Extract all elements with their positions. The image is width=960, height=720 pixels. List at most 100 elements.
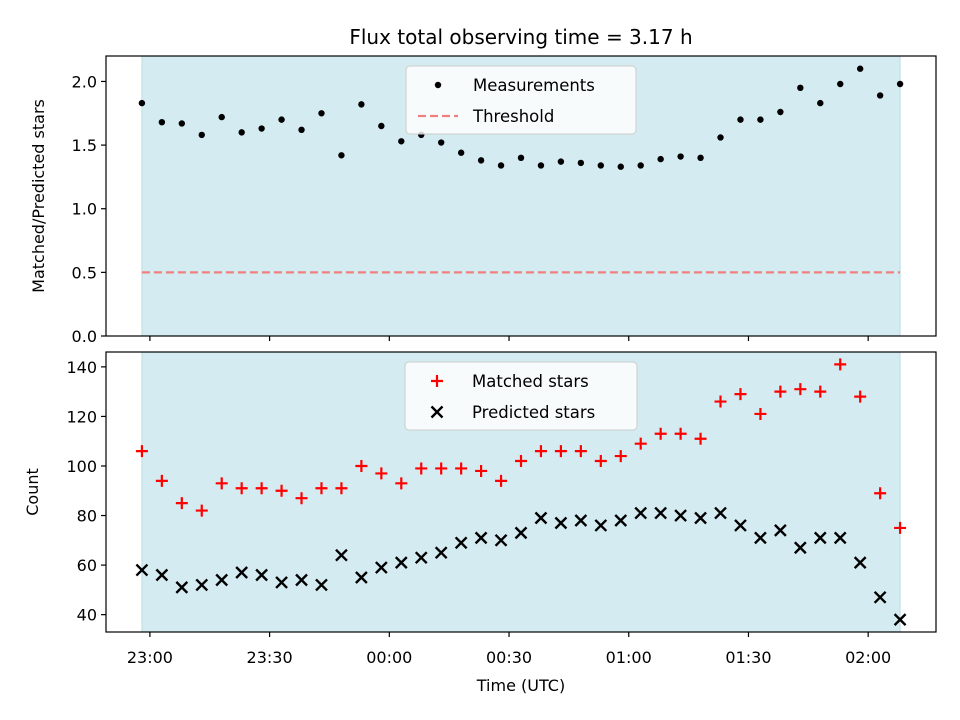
data-point	[335, 548, 348, 562]
data-point	[475, 464, 488, 477]
legend-label: Predicted stars	[472, 403, 595, 422]
legend-label: Measurements	[473, 76, 595, 95]
data-point	[614, 450, 627, 463]
legend-label: Matched stars	[472, 372, 589, 391]
series-measurements	[138, 65, 904, 170]
data-point	[195, 504, 208, 517]
legend-label: Threshold	[472, 107, 554, 126]
data-point	[135, 445, 148, 458]
data-point	[415, 462, 428, 475]
y-tick-label: 40	[77, 606, 97, 625]
data-point	[434, 546, 448, 560]
data-point	[255, 568, 268, 582]
data-point	[694, 511, 707, 525]
data-point	[876, 92, 884, 99]
data-point	[138, 99, 146, 107]
data-point	[677, 153, 684, 160]
data-point	[275, 484, 288, 497]
data-point	[395, 477, 408, 490]
data-point	[135, 563, 149, 577]
y-axis-label: Count	[23, 468, 42, 516]
data-point	[514, 526, 528, 540]
data-point	[278, 116, 285, 123]
data-point	[734, 519, 747, 532]
count-panel: 40 60 80 100 120 140 23:00 23:30 00:00 00:30 01:00…	[23, 351, 937, 667]
data-point	[856, 65, 864, 72]
data-point	[494, 533, 508, 547]
data-point	[813, 531, 827, 545]
data-point	[734, 388, 747, 401]
data-point	[195, 578, 209, 592]
data-point	[295, 573, 308, 587]
data-point	[414, 551, 428, 565]
data-point	[597, 162, 605, 169]
y-tick-label: 1.0	[72, 200, 97, 219]
data-point	[175, 581, 189, 594]
chart-title: Flux total observing time = 3.17 h	[349, 25, 692, 49]
data-point	[754, 407, 767, 420]
data-point	[657, 155, 664, 163]
data-point	[235, 482, 248, 495]
data-point	[793, 541, 807, 555]
data-point	[714, 506, 727, 520]
data-point	[594, 519, 608, 532]
data-point	[275, 576, 288, 589]
data-point	[873, 590, 887, 604]
data-point	[674, 427, 687, 440]
x-tick-label: 01:00	[606, 648, 652, 667]
y-tick-label: 0.0	[72, 327, 97, 346]
data-point	[258, 125, 265, 132]
legend-swatch	[431, 375, 443, 387]
data-point	[298, 126, 305, 134]
data-point	[554, 516, 568, 530]
data-point	[338, 152, 345, 159]
y-tick-label: 120	[66, 407, 97, 426]
series-matched-stars	[135, 358, 907, 534]
y-tick-label: 140	[66, 358, 97, 377]
data-point	[833, 531, 847, 545]
data-point	[315, 482, 328, 495]
legend: Matched stars Predicted stars	[404, 361, 638, 431]
plot-frame	[105, 351, 937, 633]
data-point	[574, 514, 588, 527]
data-point	[215, 477, 228, 490]
legend-swatch	[430, 405, 444, 419]
data-point	[754, 531, 767, 545]
data-point	[315, 578, 328, 592]
data-point	[697, 154, 704, 162]
data-point	[614, 514, 628, 527]
data-point	[757, 116, 764, 123]
y-tick-label: 1.5	[72, 136, 97, 155]
data-point	[455, 462, 468, 475]
data-point	[374, 561, 388, 574]
data-point	[335, 482, 348, 495]
data-point	[874, 487, 887, 500]
data-point	[178, 120, 186, 127]
series-predicted-stars	[135, 506, 907, 626]
data-point	[817, 99, 824, 107]
data-point	[537, 162, 545, 169]
data-point	[896, 80, 904, 88]
data-point	[774, 524, 787, 537]
y-tick-label: 0.5	[72, 263, 97, 282]
y-tick-label: 2.0	[72, 72, 97, 91]
data-point	[457, 149, 465, 156]
data-point	[175, 497, 188, 510]
data-point	[158, 118, 166, 126]
data-point	[497, 162, 505, 169]
data-point	[834, 358, 847, 371]
data-point	[355, 571, 368, 584]
y-tick-label: 80	[77, 507, 97, 526]
x-tick-label: 23:30	[247, 648, 293, 667]
data-point	[215, 573, 229, 587]
x-tick-label: 23:00	[127, 648, 173, 667]
x-tick-label: 00:30	[486, 648, 532, 667]
data-point	[737, 116, 744, 123]
data-point	[893, 613, 907, 626]
data-point	[774, 385, 787, 398]
data-point	[634, 437, 647, 450]
data-point	[797, 84, 804, 92]
legend-swatch	[434, 81, 442, 89]
data-point	[654, 506, 668, 520]
